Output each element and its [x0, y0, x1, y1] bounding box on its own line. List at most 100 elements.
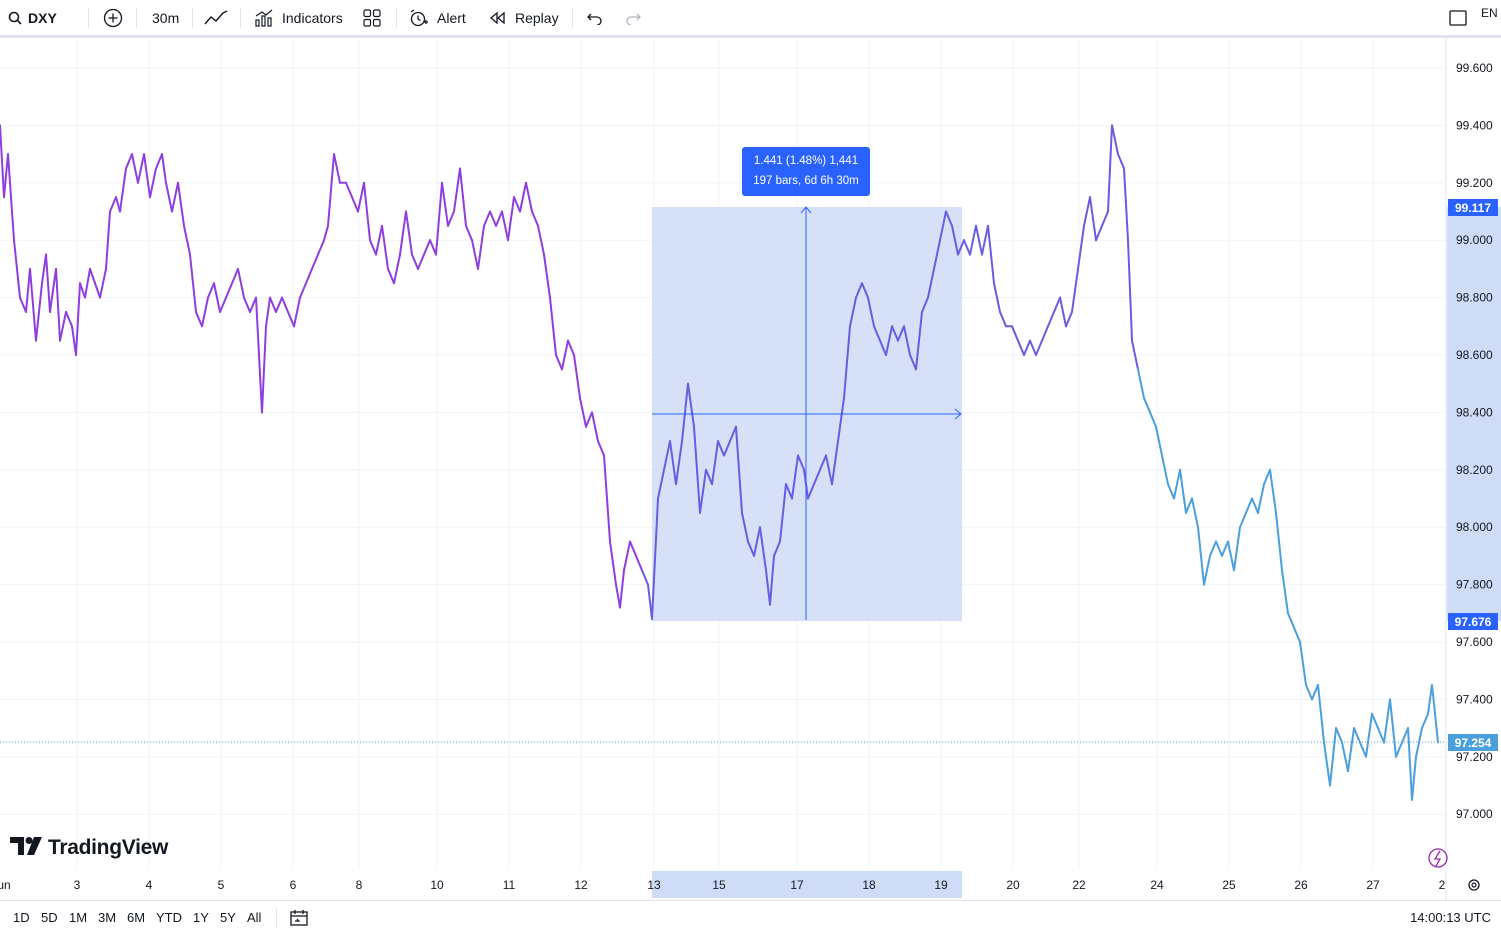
divider: [572, 8, 573, 28]
price-segment: [495, 210, 503, 227]
price-axis[interactable]: 99.600 99.400 99.200 99.000 98.800 98.600 98.4…: [1456, 61, 1493, 821]
time-tick-label: 5: [218, 878, 225, 892]
price-segment: [623, 540, 631, 572]
time-tick-label: 6: [290, 878, 297, 892]
tradingview-logo[interactable]: TradingView: [10, 836, 168, 860]
price-segment: [0, 124, 5, 199]
price-segment: [369, 239, 377, 256]
price-segment: [1281, 569, 1289, 615]
price-segment: [207, 282, 215, 299]
price-chart[interactable]: 99.600 99.400 99.200 99.000 98.800 98.600 98.4…: [0, 38, 1501, 900]
price-segment: [891, 325, 899, 342]
range-6m[interactable]: 6M: [127, 910, 146, 925]
range-all[interactable]: All: [247, 910, 262, 925]
price-segment: [651, 497, 659, 621]
redo-button[interactable]: [624, 0, 642, 36]
time-tick-label: 24: [1150, 878, 1164, 892]
range-5y[interactable]: 5Y: [220, 910, 236, 925]
price-segment: [1275, 511, 1283, 572]
interval-button[interactable]: 30m: [152, 0, 179, 36]
divider: [396, 8, 397, 28]
price-segment: [195, 310, 203, 328]
price-segment: [705, 468, 713, 486]
indicators-button[interactable]: Indicators: [254, 0, 343, 36]
price-segment: [711, 440, 719, 486]
top-toolbar: DXY 30m Indicators Alert: [0, 0, 1501, 38]
price-segment: [933, 239, 941, 270]
price-segment: [1233, 526, 1241, 572]
price-segment: [381, 224, 389, 270]
price-segment: [149, 167, 157, 199]
price-segment: [55, 267, 61, 342]
price-segment: [237, 267, 245, 299]
price-segment: [879, 339, 887, 356]
range-1m[interactable]: 1M: [69, 910, 88, 925]
price-segment: [769, 554, 775, 606]
range-ytd[interactable]: YTD: [156, 910, 182, 925]
replay-button[interactable]: Replay: [489, 0, 559, 36]
alert-button[interactable]: Alert: [409, 0, 466, 36]
price-segment: [213, 282, 221, 313]
price-segment: [183, 224, 191, 256]
chart-type-button[interactable]: [204, 0, 228, 36]
time-tick-label: 13: [647, 878, 661, 892]
price-segment: [987, 224, 995, 285]
price-segment: [1389, 698, 1397, 758]
price-tag-low: 97.676: [1448, 613, 1498, 630]
language-selector[interactable]: EN: [1481, 6, 1498, 20]
price-axis-highlight: [1447, 207, 1501, 621]
price-tag-high: 99.117: [1448, 199, 1498, 216]
price-segment: [447, 210, 455, 227]
price-segment: [1179, 468, 1187, 514]
price-segment: [915, 310, 923, 371]
price-segment: [543, 253, 551, 299]
compare-button[interactable]: [103, 0, 123, 36]
range-5d[interactable]: 5D: [41, 910, 58, 925]
price-segment: [165, 181, 173, 213]
price-segment: [1341, 741, 1349, 773]
price-segment: [483, 210, 491, 227]
price-segment: [287, 310, 295, 328]
price-segment: [1245, 497, 1253, 514]
price-tick-label: 99.200: [1456, 176, 1493, 190]
price-segment: [513, 196, 521, 213]
price-segment: [693, 425, 701, 514]
price-segment: [465, 224, 473, 242]
price-segment: [1353, 727, 1361, 744]
utc-clock[interactable]: 14:00:13 UTC: [1410, 910, 1491, 925]
price-segment: [363, 181, 371, 242]
price-segment: [35, 282, 43, 342]
price-segment: [1107, 124, 1113, 213]
price-segment: [573, 354, 581, 400]
price-segment: [735, 425, 743, 514]
undo-button[interactable]: [586, 0, 604, 36]
price-segment: [441, 181, 449, 227]
time-tick-label: 26: [1294, 878, 1308, 892]
price-segment: [1293, 626, 1301, 643]
price-segment: [1305, 684, 1313, 701]
fullscreen-button[interactable]: [1449, 0, 1467, 36]
time-tick-label: 17: [790, 878, 804, 892]
price-segment: [89, 267, 96, 285]
price-segment: [375, 224, 383, 256]
range-1d[interactable]: 1D: [13, 910, 30, 925]
price-segment: [753, 526, 761, 557]
range-3m[interactable]: 3M: [98, 910, 117, 925]
price-segment: [1407, 727, 1413, 801]
price-segment: [477, 224, 485, 270]
time-tick-label: 8: [356, 878, 363, 892]
range-1y[interactable]: 1Y: [193, 910, 209, 925]
templates-button[interactable]: [363, 0, 381, 36]
price-segment: [663, 440, 671, 471]
price-segment: [105, 210, 111, 270]
price-segment: [1203, 554, 1211, 586]
price-segment: [585, 411, 593, 428]
time-axis[interactable]: un 3 4 5 6 8 10 11 12 13 15 17 18 19 20 22 24 25 26 27 2: [0, 878, 1446, 892]
go-to-date-button[interactable]: [289, 908, 309, 933]
replay-lightning-icon[interactable]: [1428, 848, 1448, 868]
price-tick-label: 98.600: [1456, 348, 1493, 362]
price-segment: [7, 153, 15, 242]
price-segment: [1023, 339, 1031, 356]
symbol-search-button[interactable]: DXY: [8, 0, 57, 36]
settings-gear-icon[interactable]: [1468, 879, 1480, 891]
